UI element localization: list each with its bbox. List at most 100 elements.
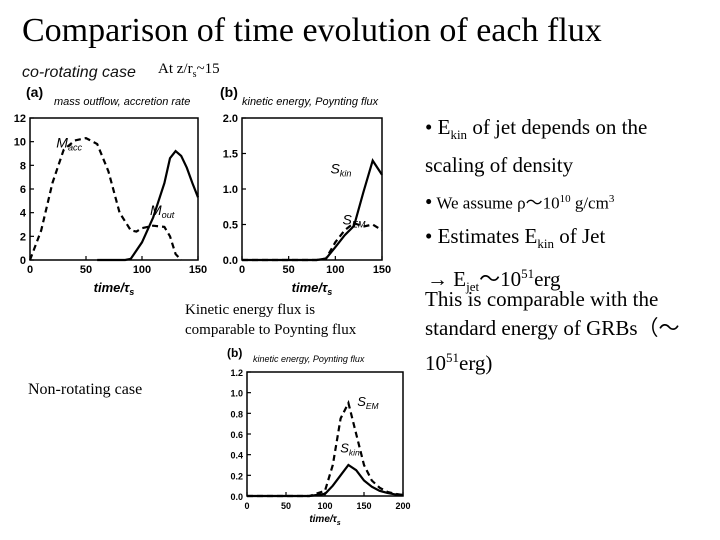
chart-a-ytick-label: 10 bbox=[14, 137, 26, 149]
chart-b-xlabel: time/τs bbox=[292, 280, 333, 297]
bullet-3-marker: • bbox=[425, 223, 433, 248]
chart-c-ytick-label: 0.6 bbox=[230, 430, 243, 440]
chart-b-series-s-em bbox=[242, 221, 383, 262]
chart-c-ytick-label: 0.4 bbox=[230, 451, 243, 461]
chart-a-ytick-label: 12 bbox=[14, 113, 26, 125]
chart-b-xtick-label: 150 bbox=[373, 264, 391, 276]
comparison-line-3: 1051erg) bbox=[425, 343, 717, 378]
chart-b-xtick-label: 0 bbox=[239, 264, 245, 276]
chart-c: (b) kinetic energy, Poynting flux 0 50 100… bbox=[227, 346, 411, 527]
chart-a-panel-label: (a) bbox=[26, 84, 43, 100]
chart-a-title: mass outflow, accretion rate bbox=[54, 96, 190, 108]
bullet-3-sub: kin bbox=[537, 236, 554, 252]
chart-a-ytick-label: 4 bbox=[20, 208, 27, 220]
bullet-2: • We assume ρ～1010 g/cm3 bbox=[425, 184, 715, 219]
chart-a: (a) mass outflow, accretion rate 0 50 100 1… bbox=[14, 84, 207, 297]
chart-c-xtick-label: 150 bbox=[356, 501, 371, 511]
note-line-2: comparable to Poynting flux bbox=[185, 322, 357, 338]
chart-c-series-s-kin bbox=[247, 463, 404, 498]
chart-c-series-label-s-kin: Skin bbox=[340, 441, 360, 458]
chart-a-ytick-label: 8 bbox=[20, 160, 26, 172]
chart-b-plot: 0 50 100 150 0.0 0.5 1.0 1.5 2.0 time/τs Skin SEM bbox=[223, 113, 391, 297]
chart-a-xlabel: time/τs bbox=[94, 280, 135, 297]
bullet-3-sub2: jet bbox=[466, 279, 480, 295]
bullet-list: • Ekin of jet depends on the scaling of … bbox=[425, 112, 715, 302]
chart-c-plot: 0 50 100 150 200 0.0 0.2 0.4 0.6 0.8 1.0 1.2 time/τs… bbox=[230, 368, 410, 527]
chart-c-xtick-label: 200 bbox=[395, 501, 410, 511]
chart-a-plot: 0 50 100 150 0 2 4 6 8 10 12 time/τs Macc Mout bbox=[14, 113, 207, 297]
chart-b-ytick-label: 0.0 bbox=[223, 255, 238, 267]
radius-label: At z/rs~15 bbox=[158, 61, 220, 80]
chart-a-xtick-label: 100 bbox=[133, 264, 151, 276]
chart-b: (b) kinetic energy, Poynting flux 0 50 100… bbox=[220, 84, 391, 297]
chart-c-ytick-label: 0.8 bbox=[230, 409, 243, 419]
chart-b-ytick-label: 0.5 bbox=[223, 220, 238, 232]
chart-b-ytick-label: 1.0 bbox=[223, 184, 238, 196]
chart-b-ytick-label: 2.0 bbox=[223, 113, 238, 125]
bullet-1-marker: • bbox=[425, 115, 433, 139]
radius-sub: s bbox=[192, 69, 197, 80]
comparison-line-2: standard energy of GRBs（～ bbox=[425, 316, 680, 340]
bullet-2-sup2: 3 bbox=[608, 193, 615, 206]
note-line-1: Kinetic energy flux is bbox=[185, 302, 316, 318]
bullet-3: • Estimates Ekin of Jet bbox=[425, 221, 715, 259]
chart-c-ytick-label: 0.2 bbox=[230, 471, 243, 481]
chart-c-title: kinetic energy, Poynting flux bbox=[253, 354, 365, 364]
comparison-line-1: This is comparable with the bbox=[425, 287, 659, 311]
comparison-line-3-a: 10 bbox=[425, 351, 446, 375]
bullet-2-text-a: We assume ρ～10 bbox=[436, 193, 560, 213]
chart-a-xtick-label: 0 bbox=[27, 264, 33, 276]
chart-c-series-label-s-em: SEM bbox=[357, 394, 379, 411]
bullet-1-sub: kin bbox=[450, 127, 468, 143]
slide-title: Comparison of time evolution of each flu… bbox=[22, 12, 602, 49]
bullet-3-text-b: of Jet bbox=[553, 223, 606, 248]
chart-c-series-s-em bbox=[247, 399, 404, 498]
chart-b-frame bbox=[241, 117, 383, 261]
chart-c-ytick-label: 1.0 bbox=[230, 389, 243, 399]
chart-a-ytick-label: 0 bbox=[20, 255, 26, 267]
chart-c-ytick-label: 0.0 bbox=[230, 492, 243, 502]
chart-a-ytick-label: 2 bbox=[20, 231, 26, 243]
note-text: Kinetic energy flux is comparable to Poy… bbox=[185, 300, 356, 340]
bullet-3-line2: → Ejet～1051erg bbox=[425, 259, 715, 302]
chart-c-xtick-label: 100 bbox=[317, 501, 332, 511]
chart-c-ytick-label: 1.2 bbox=[230, 368, 243, 378]
bullet-3-text-d: erg bbox=[534, 267, 561, 292]
bullet-3-text-c: ～10 bbox=[479, 267, 522, 292]
bullet-1-text-a: E bbox=[437, 115, 451, 139]
bullet-1: • Ekin of jet depends on the bbox=[425, 112, 715, 150]
bullet-2-marker: • bbox=[425, 189, 433, 214]
chart-b-series-label-s-kin: Skin bbox=[330, 160, 351, 178]
chart-a-series-label-m-acc: Macc bbox=[56, 135, 82, 153]
bullet-3-arrow: → E bbox=[427, 267, 467, 292]
chart-a-xtick-label: 150 bbox=[189, 264, 207, 276]
corotating-case-label: co-rotating case bbox=[22, 64, 136, 81]
chart-a-series-label-m-out: Mout bbox=[150, 202, 175, 220]
nonrotating-case-label: Non-rotating case bbox=[28, 381, 143, 398]
chart-c-panel-label: (b) bbox=[227, 346, 242, 360]
chart-a-series-m-out bbox=[97, 149, 200, 262]
bullet-3-text-a: Estimates E bbox=[437, 223, 538, 248]
chart-c-xtick-label: 0 bbox=[244, 501, 249, 511]
comparison-line-3-b: erg) bbox=[459, 351, 493, 375]
chart-b-xtick-label: 50 bbox=[283, 264, 295, 276]
chart-a-xtick-label: 50 bbox=[80, 264, 92, 276]
radius-suffix: ~15 bbox=[196, 61, 220, 77]
chart-b-series-s-kin bbox=[242, 158, 383, 262]
comparison-text: This is comparable with the standard ene… bbox=[425, 285, 717, 378]
bullet-2-text-b: g/cm bbox=[570, 193, 609, 213]
chart-b-panel-label: (b) bbox=[220, 84, 238, 100]
bullet-2-sup: 10 bbox=[559, 193, 571, 206]
bullet-1-line2: scaling of density bbox=[425, 153, 574, 178]
chart-b-ytick-label: 1.5 bbox=[223, 149, 238, 161]
radius-prefix: At z/r bbox=[158, 61, 193, 77]
chart-a-ytick-label: 6 bbox=[20, 184, 26, 196]
chart-a-series-m-acc bbox=[28, 136, 182, 261]
chart-b-title: kinetic energy, Poynting flux bbox=[242, 96, 379, 108]
comparison-line-3-sup: 51 bbox=[446, 350, 459, 365]
chart-b-series-label-s-em: SEM bbox=[343, 212, 366, 230]
chart-c-xtick-label: 50 bbox=[281, 501, 291, 511]
chart-c-frame bbox=[246, 371, 404, 497]
bullet-1-text-b: of jet depends on the bbox=[467, 115, 648, 139]
chart-b-xtick-label: 100 bbox=[326, 264, 344, 276]
